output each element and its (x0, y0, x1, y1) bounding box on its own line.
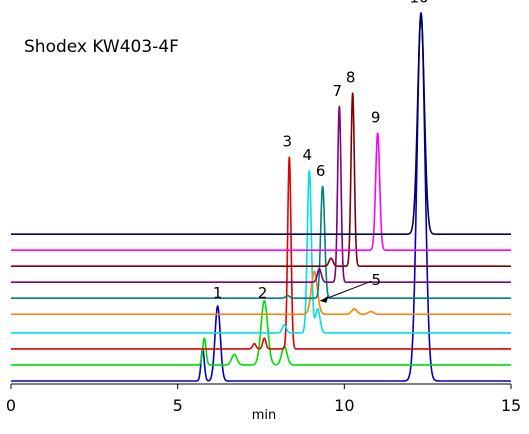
x-tick-label-10: 10 (334, 396, 354, 415)
annotation-label-2: 2 (258, 284, 268, 302)
annotation-label-1: 1 (213, 284, 223, 302)
series-line-3 (11, 156, 511, 350)
series-line-10 (11, 12, 511, 235)
peak-label-3: 3 (283, 133, 293, 151)
annotation-label-5: 5 (372, 271, 382, 289)
series-line-2 (11, 299, 511, 366)
x-tick-label-15: 15 (501, 396, 521, 415)
annotation-arrowhead-5 (320, 295, 329, 303)
series-line-7 (11, 105, 511, 284)
series-line-5 (11, 270, 511, 316)
peak-label-6: 6 (316, 162, 326, 180)
peak-label-8: 8 (346, 69, 356, 87)
annotation-arrow-5 (320, 280, 372, 302)
series-line-1 (11, 12, 511, 382)
x-tick-label-5: 5 (173, 396, 183, 415)
peak-label-10: 10 (409, 0, 428, 7)
series-line-8 (11, 92, 511, 267)
series-line-4 (11, 169, 511, 334)
x-tick-layer: 0 5 10 15 (6, 384, 521, 415)
chart-title: Shodex KW403-4F (24, 37, 179, 57)
x-axis-label: min (252, 408, 277, 423)
x-tick-label-0: 0 (6, 396, 16, 415)
peak-label-9: 9 (371, 109, 381, 127)
peak-label-7: 7 (333, 82, 343, 100)
series-line-6 (11, 185, 511, 300)
peak-label-4: 4 (303, 146, 313, 164)
series-line-9 (11, 132, 511, 251)
annotation-layer: 1 2 5 (213, 271, 381, 303)
series-layer: 10 346 78 9 (11, 0, 511, 382)
